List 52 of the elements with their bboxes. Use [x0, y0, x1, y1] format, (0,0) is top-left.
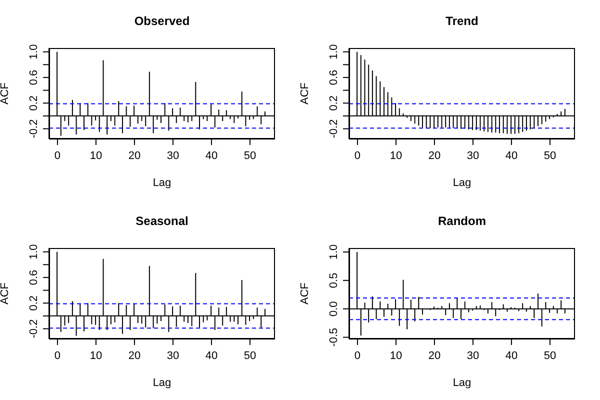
x-tick-label: 10: [390, 350, 402, 362]
chart-title: Random: [437, 214, 487, 228]
x-axis-title: Lag: [152, 377, 172, 389]
x-tick-label: 10: [90, 150, 102, 162]
x-tick-label: 10: [90, 350, 102, 362]
chart-title: Observed: [133, 14, 191, 28]
x-tick-label: 30: [466, 350, 480, 362]
x-tick-label: 0: [54, 150, 61, 162]
x-axis-title: Lag: [152, 177, 172, 189]
x-tick-label: 20: [128, 150, 141, 162]
chart-title: Trend: [444, 14, 480, 28]
chart-title: Seasonal: [134, 214, 190, 228]
y-tick-label: 0.6: [328, 70, 340, 86]
y-tick-label: 0.6: [28, 70, 40, 86]
y-axis-title: ACF: [0, 282, 11, 304]
x-tick-label: 50: [544, 350, 556, 362]
y-tick-label: 1.0: [28, 44, 40, 60]
x-tick-label: 20: [428, 150, 441, 162]
y-tick-label: 0.5: [328, 272, 340, 288]
x-tick-label: 40: [205, 350, 218, 362]
x-tick-label: 30: [166, 150, 180, 162]
y-tick-label: 1.0: [28, 244, 40, 260]
x-tick-label: 40: [505, 350, 518, 362]
x-tick-label: 40: [205, 150, 218, 162]
x-tick-label: 50: [244, 350, 256, 362]
x-tick-label: 10: [390, 150, 402, 162]
x-axis-title: Lag: [452, 377, 472, 389]
y-tick-label: 0.2: [28, 295, 40, 311]
y-tick-label: 0.2: [328, 95, 340, 111]
x-tick-label: 40: [505, 150, 518, 162]
x-tick-label: 0: [354, 150, 361, 162]
x-tick-label: 30: [166, 350, 180, 362]
y-tick-label: 0.6: [28, 270, 40, 286]
x-tick-label: 0: [354, 350, 361, 362]
y-tick-label: 0.2: [28, 95, 40, 111]
y-tick-label: -0.2: [328, 119, 340, 138]
x-tick-label: 20: [428, 350, 441, 362]
x-axis-title: Lag: [452, 177, 472, 189]
y-tick-label: -0.5: [328, 328, 340, 347]
y-axis-title: ACF: [298, 282, 311, 304]
y-axis-title: ACF: [298, 82, 311, 104]
x-tick-label: 50: [244, 150, 256, 162]
y-tick-label: 1.0: [328, 244, 340, 260]
y-tick-label: 0.0: [328, 301, 340, 317]
x-tick-label: 20: [128, 350, 141, 362]
y-axis-title: ACF: [0, 82, 11, 104]
y-tick-label: -0.2: [28, 119, 40, 138]
x-tick-label: 30: [466, 150, 480, 162]
y-tick-label: 1.0: [328, 44, 340, 60]
x-tick-label: 50: [544, 150, 556, 162]
x-tick-label: 0: [54, 350, 61, 362]
y-tick-label: -0.2: [28, 319, 40, 338]
